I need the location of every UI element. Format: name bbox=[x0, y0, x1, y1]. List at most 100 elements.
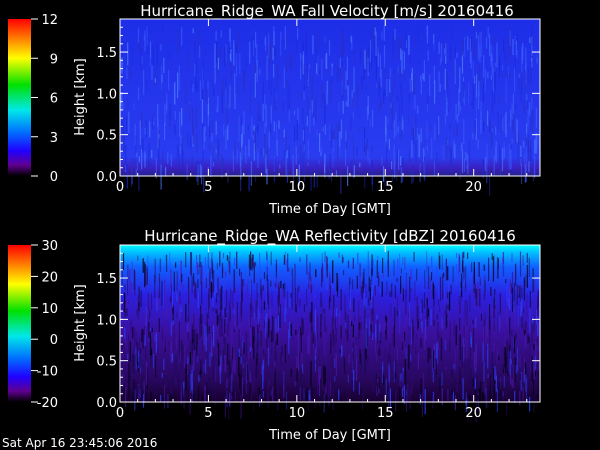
heatmap-streak bbox=[525, 274, 527, 287]
heatmap-streak bbox=[264, 94, 266, 110]
heatmap-streak bbox=[474, 76, 476, 84]
heatmap-streak bbox=[458, 344, 460, 354]
heatmap-streak bbox=[121, 372, 123, 379]
heatmap-streak bbox=[364, 165, 366, 188]
heatmap-streak bbox=[286, 260, 288, 274]
heatmap-streak bbox=[338, 389, 340, 401]
heatmap-streak bbox=[511, 359, 513, 365]
heatmap-streak bbox=[514, 67, 516, 93]
heatmap-streak bbox=[275, 259, 278, 273]
heatmap-streak bbox=[203, 363, 205, 372]
heatmap-streak bbox=[126, 67, 128, 79]
heatmap-streak bbox=[186, 163, 188, 180]
heatmap-streak bbox=[296, 37, 298, 54]
heatmap-streak bbox=[266, 322, 268, 348]
heatmap-streak bbox=[121, 267, 123, 287]
heatmap-streak bbox=[297, 147, 299, 155]
heatmap-streak bbox=[181, 371, 183, 393]
heatmap-streak bbox=[432, 392, 434, 409]
heatmap-streak bbox=[207, 293, 209, 319]
heatmap-streak bbox=[297, 27, 299, 40]
heatmap-streak bbox=[270, 105, 272, 124]
heatmap-streak bbox=[505, 308, 507, 322]
heatmap-streak bbox=[457, 334, 459, 339]
heatmap-streak bbox=[195, 58, 198, 75]
heatmap-streak bbox=[278, 282, 280, 305]
heatmap-streak bbox=[428, 366, 430, 389]
heatmap-streak bbox=[398, 149, 400, 170]
heatmap-streak bbox=[424, 156, 426, 181]
colorbar-tick-label: -10 bbox=[37, 365, 58, 380]
heatmap-streak bbox=[530, 61, 532, 84]
heatmap-streak bbox=[146, 361, 148, 385]
heatmap-streak bbox=[316, 357, 318, 381]
heatmap-streak bbox=[475, 118, 477, 140]
heatmap-streak bbox=[257, 147, 259, 168]
heatmap-streak bbox=[160, 394, 162, 402]
heatmap-streak bbox=[391, 103, 394, 123]
heatmap-streak bbox=[261, 365, 263, 375]
heatmap-streak bbox=[158, 133, 160, 140]
heatmap-streak bbox=[431, 256, 433, 268]
heatmap-streak bbox=[323, 363, 325, 379]
heatmap-streak bbox=[384, 90, 386, 97]
heatmap-streak bbox=[494, 66, 496, 92]
heatmap-streak bbox=[165, 371, 168, 388]
heatmap-streak bbox=[220, 289, 222, 315]
heatmap-streak bbox=[268, 350, 270, 358]
heatmap-streak bbox=[435, 343, 437, 360]
heatmap-streak bbox=[420, 378, 422, 395]
heatmap-streak bbox=[469, 347, 471, 366]
heatmap-streak bbox=[120, 333, 122, 343]
heatmap-streak bbox=[458, 88, 460, 107]
heatmap-streak bbox=[320, 151, 322, 157]
heatmap-streak bbox=[335, 353, 337, 377]
heatmap-streak bbox=[360, 286, 362, 295]
heatmap-streak bbox=[201, 314, 203, 336]
heatmap-streak bbox=[213, 145, 215, 164]
heatmap-streak bbox=[516, 33, 518, 51]
heatmap-streak bbox=[225, 89, 227, 108]
heatmap-streak bbox=[122, 103, 124, 112]
heatmap-streak bbox=[263, 301, 265, 310]
heatmap-streak bbox=[439, 378, 441, 392]
heatmap-streak bbox=[410, 268, 412, 280]
heatmap-streak bbox=[134, 271, 136, 296]
heatmap-streak bbox=[147, 292, 149, 310]
heatmap-streak bbox=[207, 88, 209, 105]
heatmap-streak bbox=[204, 257, 206, 278]
heatmap-streak bbox=[295, 146, 297, 165]
heatmap-streak bbox=[321, 58, 323, 80]
heatmap-streak bbox=[276, 276, 278, 289]
heatmap-streak bbox=[249, 347, 251, 352]
heatmap-streak bbox=[509, 36, 511, 58]
heatmap-streak bbox=[252, 254, 254, 269]
heatmap-streak bbox=[350, 300, 353, 316]
heatmap-streak bbox=[306, 116, 308, 126]
heatmap-streak bbox=[259, 252, 261, 274]
heatmap-streak bbox=[343, 355, 345, 369]
heatmap-streak bbox=[212, 307, 214, 312]
heatmap-streak bbox=[306, 388, 308, 412]
heatmap-streak bbox=[474, 279, 476, 287]
heatmap-streak bbox=[505, 279, 507, 284]
heatmap-streak bbox=[409, 276, 411, 302]
heatmap-streak bbox=[389, 355, 391, 369]
heatmap-streak bbox=[505, 111, 507, 138]
heatmap-streak bbox=[196, 132, 198, 152]
heatmap-streak bbox=[351, 351, 353, 376]
heatmap-streak bbox=[155, 356, 157, 378]
heatmap-streak bbox=[494, 366, 496, 382]
heatmap-streak bbox=[402, 324, 405, 351]
heatmap-streak bbox=[274, 278, 276, 284]
heatmap-streak bbox=[193, 349, 195, 371]
heatmap-streak bbox=[527, 334, 529, 344]
colorbar-tick-label: 10 bbox=[41, 302, 58, 317]
heatmap-streak bbox=[169, 252, 171, 274]
heatmap-streak bbox=[301, 345, 303, 370]
heatmap-streak bbox=[209, 123, 211, 138]
heatmap-streak bbox=[300, 331, 302, 352]
heatmap-streak bbox=[437, 119, 439, 143]
heatmap-streak bbox=[259, 395, 261, 407]
